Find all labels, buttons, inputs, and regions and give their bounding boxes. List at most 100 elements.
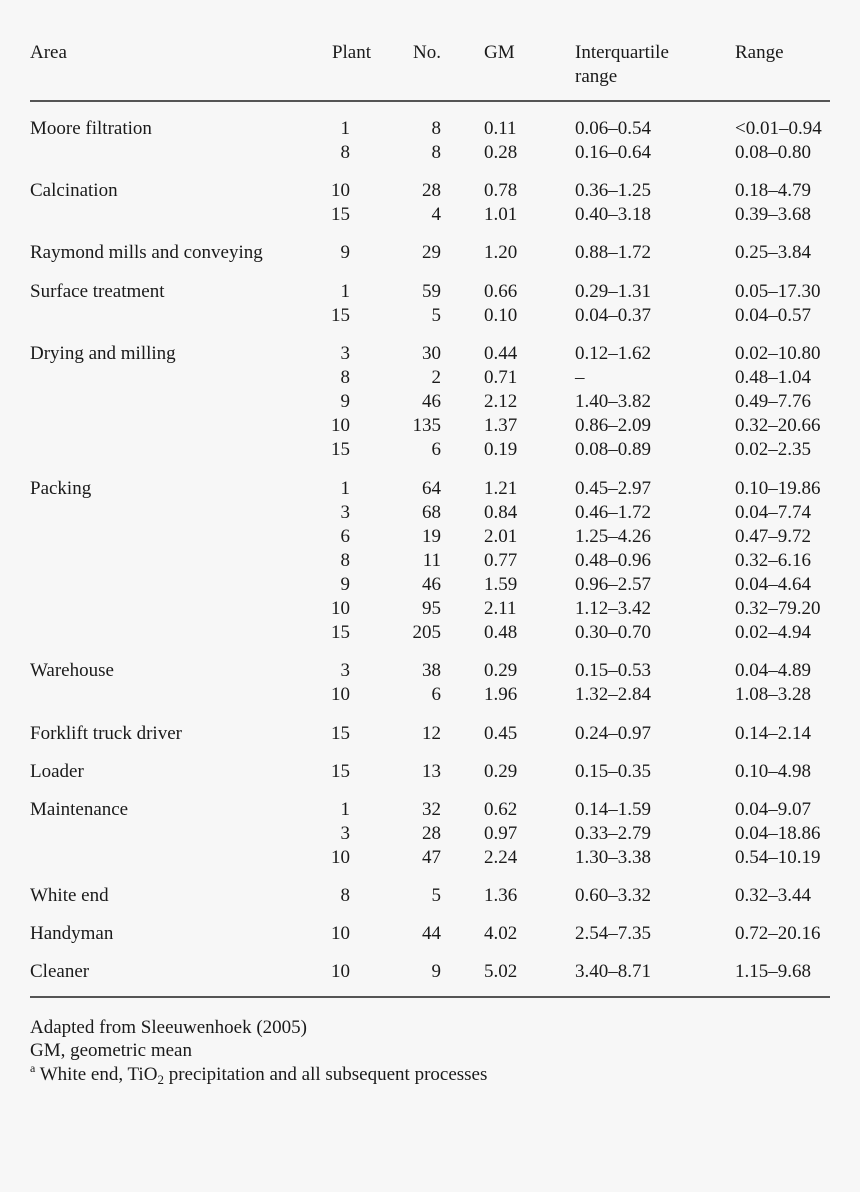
cell-gm: 1.37 [484, 415, 518, 436]
cell-area: Calcination [30, 180, 118, 201]
header-plant: Plant [331, 42, 371, 63]
cell-area: Handyman [30, 923, 114, 944]
cell-no: 2 [431, 367, 442, 388]
cell-iqr: 3.40–8.71 [575, 961, 651, 982]
cell-no: 135 [412, 415, 442, 436]
cell-iqr: 0.30–0.70 [575, 622, 651, 643]
cell-no: 28 [422, 823, 441, 844]
cell-iqr: 2.54–7.35 [575, 923, 651, 944]
cell-no: 11 [422, 550, 441, 571]
cell-plant: 15 [331, 723, 350, 744]
cell-plant: 15 [331, 305, 350, 326]
cell-no: 95 [422, 598, 441, 619]
cell-iqr: 0.12–1.62 [575, 343, 651, 364]
cell-plant: 10 [331, 847, 350, 868]
cell-iqr: 0.15–0.53 [575, 660, 651, 681]
cell-plant: 10 [331, 684, 350, 705]
cell-iqr: 0.04–0.37 [575, 305, 651, 326]
cell-plant: 6 [340, 526, 351, 547]
cell-plant: 8 [340, 550, 351, 571]
cell-iqr: 0.36–1.25 [575, 180, 651, 201]
cell-no: 32 [422, 799, 441, 820]
cell-no: 46 [422, 391, 441, 412]
cell-iqr: – [575, 367, 585, 388]
cell-range: 0.49–7.76 [735, 391, 811, 412]
cell-range: 0.32–20.66 [735, 415, 821, 436]
cell-no: 4 [431, 204, 442, 225]
cell-range: 0.47–9.72 [735, 526, 811, 547]
cell-gm: 0.28 [484, 142, 518, 163]
cell-no: 44 [422, 923, 441, 944]
footnote-a-marker: a [30, 1061, 36, 1075]
cell-iqr: 0.46–1.72 [575, 502, 651, 523]
footnote-gm-definition: GM, geometric mean [30, 1040, 192, 1061]
cell-range: 0.10–19.86 [735, 478, 821, 499]
cell-area: Forklift truck driver [30, 723, 182, 744]
cell-gm: 1.96 [484, 684, 518, 705]
cell-area: Raymond mills and conveying [30, 242, 263, 263]
cell-range: 0.04–0.57 [735, 305, 811, 326]
header-area: Area [30, 42, 67, 63]
cell-plant: 10 [331, 961, 350, 982]
cell-no: 59 [422, 281, 441, 302]
cell-range: 0.04–4.64 [735, 574, 811, 595]
cell-area: White end [30, 885, 109, 906]
cell-iqr: 0.40–3.18 [575, 204, 651, 225]
cell-gm: 0.11 [484, 118, 517, 139]
cell-range: 0.04–9.07 [735, 799, 811, 820]
footnote-a-text: White end, TiO [35, 1064, 158, 1085]
footnote-a-text-end: precipitation and all subsequent process… [163, 1064, 488, 1085]
cell-gm: 0.44 [484, 343, 518, 364]
cell-iqr: 0.48–0.96 [575, 550, 651, 571]
cell-gm: 5.02 [484, 961, 518, 982]
cell-no: 19 [422, 526, 441, 547]
cell-range: 0.04–4.89 [735, 660, 811, 681]
cell-no: 46 [422, 574, 441, 595]
cell-iqr: 0.06–0.54 [575, 118, 651, 139]
cell-no: 30 [422, 343, 441, 364]
cell-range: 0.32–3.44 [735, 885, 811, 906]
cell-gm: 1.36 [484, 885, 518, 906]
cell-no: 28 [422, 180, 441, 201]
cell-range: 0.08–0.80 [735, 142, 811, 163]
cell-gm: 0.78 [484, 180, 518, 201]
cell-gm: 1.20 [484, 242, 518, 263]
footnote-a: a White end, TiO2 precipitation and all … [30, 1061, 488, 1087]
cell-plant: 3 [340, 660, 351, 681]
cell-no: 5 [431, 305, 442, 326]
cell-range: 0.02–4.94 [735, 622, 811, 643]
cell-plant: 9 [340, 242, 351, 263]
cell-range: 1.08–3.28 [735, 684, 811, 705]
cell-range: 0.32–6.16 [735, 550, 811, 571]
cell-no: 12 [422, 723, 441, 744]
cell-no: 9 [431, 961, 442, 982]
cell-iqr: 0.14–1.59 [575, 799, 651, 820]
cell-no: 68 [422, 502, 441, 523]
cell-plant: 1 [340, 799, 351, 820]
cell-gm: 2.24 [484, 847, 518, 868]
cell-plant: 9 [340, 391, 351, 412]
cell-gm: 0.66 [484, 281, 518, 302]
cell-gm: 0.62 [484, 799, 518, 820]
cell-no: 205 [412, 622, 442, 643]
cell-iqr: 0.16–0.64 [575, 142, 651, 163]
cell-range: 0.48–1.04 [735, 367, 811, 388]
cell-plant: 8 [340, 885, 351, 906]
cell-range: 0.72–20.16 [735, 923, 821, 944]
cell-iqr: 0.15–0.35 [575, 761, 651, 782]
cell-iqr: 0.29–1.31 [575, 281, 651, 302]
cell-area: Warehouse [30, 660, 114, 681]
cell-gm: 2.12 [484, 391, 518, 412]
cell-iqr: 0.86–2.09 [575, 415, 651, 436]
cell-gm: 0.97 [484, 823, 518, 844]
cell-iqr: 0.08–0.89 [575, 439, 651, 460]
cell-plant: 15 [331, 622, 350, 643]
cell-iqr: 1.12–3.42 [575, 598, 651, 619]
cell-plant: 15 [331, 204, 350, 225]
cell-range: 0.04–18.86 [735, 823, 821, 844]
cell-area: Surface treatment [30, 281, 165, 302]
cell-gm: 0.84 [484, 502, 518, 523]
cell-range: 0.02–10.80 [735, 343, 821, 364]
cell-iqr: 0.96–2.57 [575, 574, 651, 595]
